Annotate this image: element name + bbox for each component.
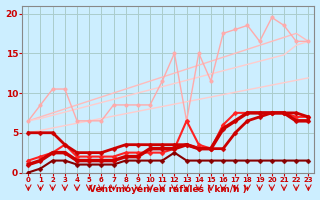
- X-axis label: Vent moyen/en rafales ( km/h ): Vent moyen/en rafales ( km/h ): [90, 185, 247, 194]
